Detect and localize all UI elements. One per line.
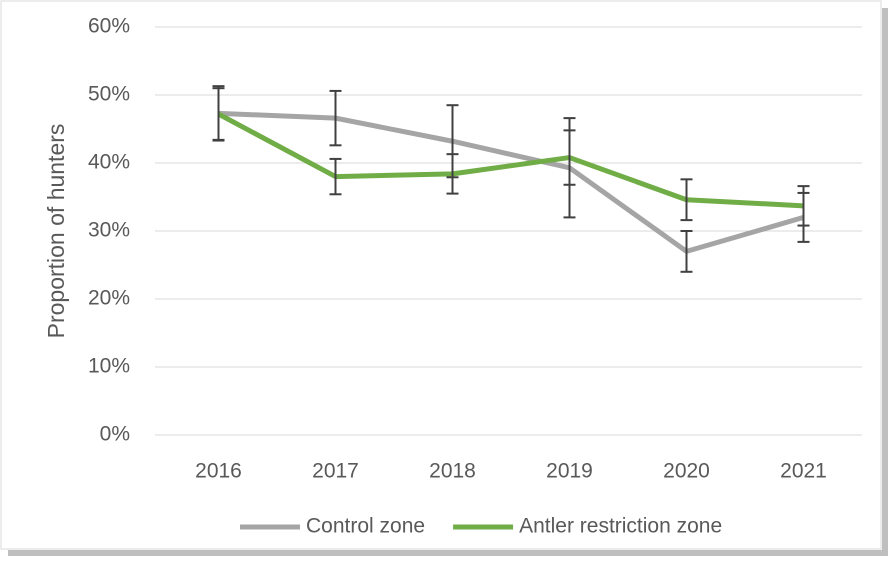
x-tick-label: 2016	[195, 460, 242, 483]
chart-frame	[0, 0, 882, 550]
x-tick-label: 2018	[429, 460, 476, 483]
error-bar	[212, 87, 225, 141]
error-bar	[797, 185, 810, 227]
y-axis-title: Proportion of hunters	[43, 124, 69, 339]
x-tick-label: 2021	[780, 460, 827, 483]
error-bar	[446, 153, 459, 195]
error-bar	[680, 230, 693, 273]
frame-shadow	[882, 8, 888, 554]
frame-shadow	[8, 550, 888, 556]
y-tick-label: 30%	[88, 219, 130, 242]
x-tick-label: 2017	[312, 460, 359, 483]
error-bar	[563, 129, 576, 186]
x-tick-label: 2020	[663, 460, 710, 483]
y-tick-label: 20%	[88, 287, 130, 310]
legend-label: Antler restriction zone	[519, 515, 722, 538]
error-bar	[329, 89, 342, 147]
series-line	[217, 111, 804, 209]
legend-label: Control zone	[306, 515, 425, 538]
error-bar	[329, 157, 342, 196]
x-tick-label: 2019	[546, 460, 593, 483]
y-tick-label: 0%	[100, 423, 130, 446]
y-tick-label: 50%	[88, 83, 130, 106]
y-tick-label: 40%	[88, 151, 130, 174]
error-bar	[680, 178, 693, 222]
y-tick-label: 10%	[88, 355, 130, 378]
y-tick-label: 60%	[88, 15, 130, 38]
series-line	[218, 110, 805, 254]
